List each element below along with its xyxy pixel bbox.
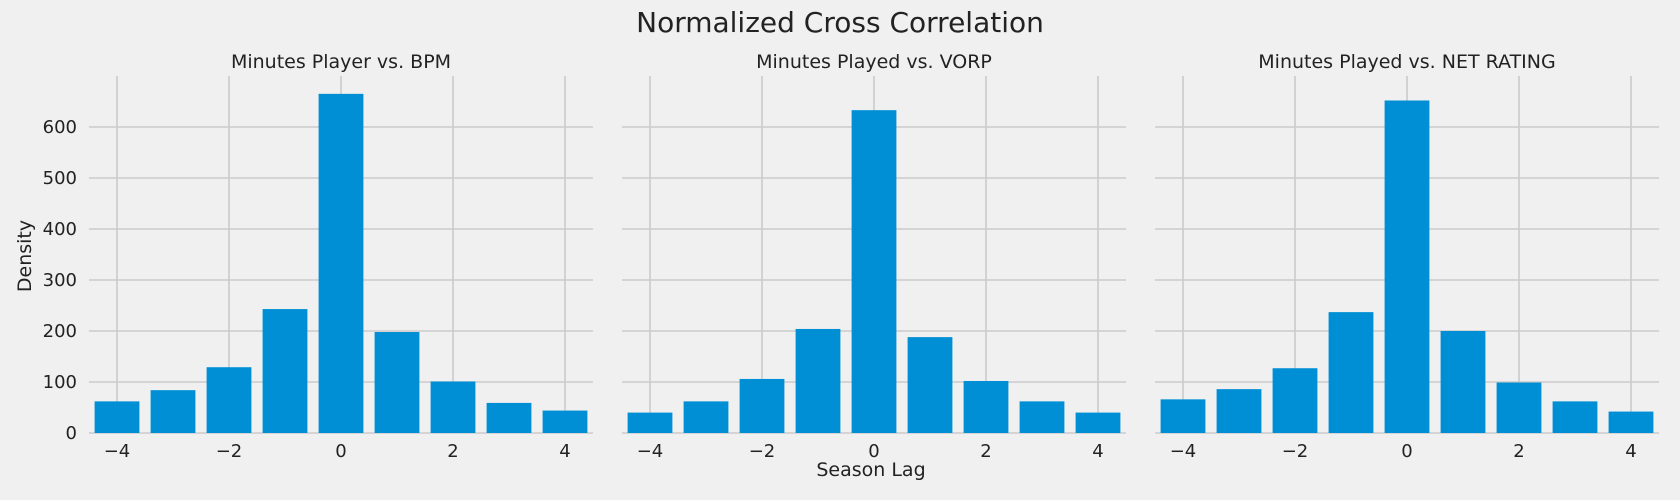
bar <box>430 381 476 433</box>
x-tick-label: 4 <box>559 441 570 462</box>
bar <box>94 401 140 433</box>
x-tick-label: 0 <box>335 441 346 462</box>
bar <box>907 337 953 433</box>
subplot-3: −4 −2 0 2 4 Minutes Played vs. NET RATING <box>1155 51 1659 462</box>
subplot-title: Minutes Played vs. NET RATING <box>1258 51 1555 73</box>
bar <box>851 110 897 434</box>
y-tick-label: 200 <box>43 321 77 342</box>
bar <box>486 402 532 433</box>
subplot-title: Minutes Player vs. BPM <box>231 51 451 73</box>
x-tick-label: 0 <box>1401 441 1412 462</box>
x-tick-label: −4 <box>1170 441 1197 462</box>
subplot-1: −4 −2 0 2 4 0 100 200 300 400 500 600 Minutes Player… <box>43 51 593 462</box>
figure-title: Normalized Cross Correlation <box>636 6 1044 39</box>
bar <box>1216 389 1262 433</box>
bar <box>1552 401 1598 433</box>
y-tick-label: 300 <box>43 270 77 291</box>
x-tick-label: 2 <box>1513 441 1524 462</box>
y-axis-label: Density <box>14 220 36 292</box>
bar <box>206 367 252 433</box>
y-tick-label: 600 <box>43 117 77 138</box>
y-tick-label: 100 <box>43 372 77 393</box>
bar <box>542 410 588 433</box>
subplot-title: Minutes Played vs. VORP <box>756 51 992 73</box>
x-axis-label: Season Lag <box>816 459 925 481</box>
x-tick-label: −4 <box>637 441 664 462</box>
bar <box>374 332 420 433</box>
x-tick-label: −2 <box>216 441 243 462</box>
bar <box>1384 100 1430 433</box>
y-tick-label: 500 <box>43 168 77 189</box>
subplot-2: −4 −2 0 2 4 Minutes Played vs. VORP <box>622 51 1126 462</box>
bar <box>1160 399 1206 433</box>
bar <box>795 328 841 433</box>
bar <box>318 93 364 433</box>
bar <box>739 378 785 433</box>
bar <box>1328 312 1374 433</box>
bar <box>262 309 308 433</box>
y-tick-label: 400 <box>43 219 77 240</box>
bar <box>627 412 673 433</box>
x-tick-label: −2 <box>749 441 776 462</box>
x-tick-label: −4 <box>104 441 131 462</box>
x-tick-label: 4 <box>1625 441 1636 462</box>
bar <box>683 401 729 433</box>
x-tick-label: 2 <box>980 441 991 462</box>
x-tick-label: 2 <box>447 441 458 462</box>
bar <box>1496 382 1542 433</box>
bar <box>1075 412 1121 433</box>
y-tick-label: 0 <box>66 423 77 444</box>
bar <box>1272 368 1318 433</box>
bar <box>1019 401 1065 433</box>
x-tick-label: 4 <box>1092 441 1103 462</box>
bar <box>1608 411 1654 433</box>
x-tick-label: 0 <box>868 441 879 462</box>
bar <box>1440 331 1486 433</box>
bar <box>963 380 1009 433</box>
bar <box>150 390 196 433</box>
x-tick-label: −2 <box>1282 441 1309 462</box>
